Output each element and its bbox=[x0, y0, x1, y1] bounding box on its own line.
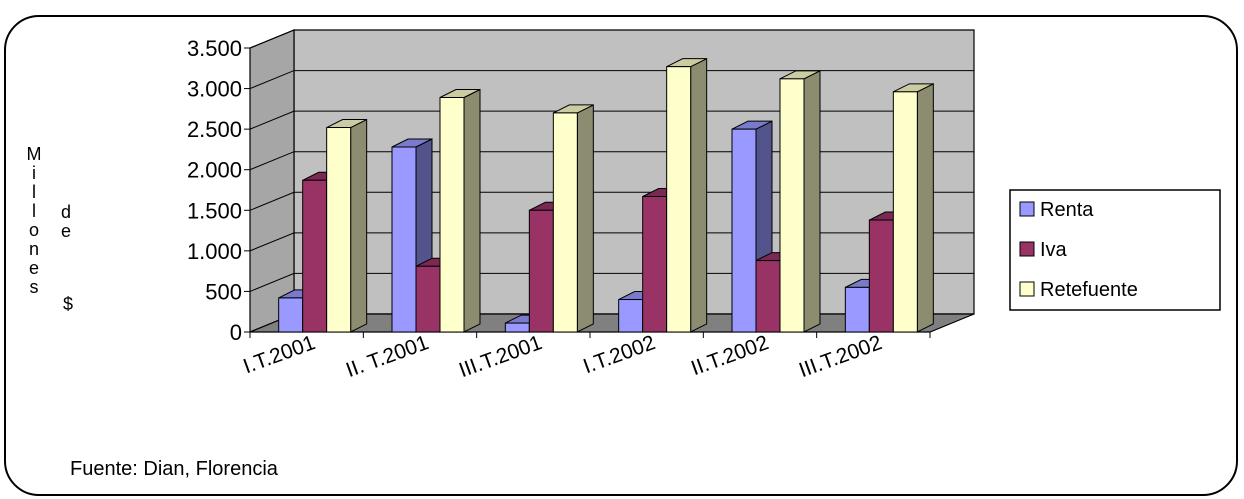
bar-side-face bbox=[463, 88, 481, 333]
bar-front-face bbox=[618, 299, 644, 333]
bar-front-face bbox=[642, 195, 668, 333]
bar-front-face bbox=[755, 260, 781, 333]
bar-side-face bbox=[916, 83, 934, 333]
y-tick-label: 3.500 bbox=[187, 36, 242, 61]
side-wall bbox=[249, 29, 295, 333]
y-tick-label: 1.500 bbox=[187, 198, 242, 223]
y-tick-label: 2.500 bbox=[187, 117, 242, 142]
bar-side-face bbox=[803, 70, 821, 333]
legend-box bbox=[1009, 189, 1221, 311]
legend-swatch-renta bbox=[1019, 201, 1035, 217]
bar-series-group bbox=[278, 57, 934, 333]
source-note: Fuente: Dian, Florencia bbox=[70, 458, 279, 480]
legend-label-iva: Iva bbox=[1040, 239, 1068, 261]
bar-front-face bbox=[504, 322, 530, 333]
y-tick-label: 3.000 bbox=[187, 77, 242, 102]
bar-front-face bbox=[278, 297, 304, 333]
bar-side-face bbox=[576, 104, 594, 333]
bar-front-face bbox=[868, 219, 894, 333]
y-tick-label: 2.000 bbox=[187, 158, 242, 183]
bar-retefuente-5 bbox=[779, 70, 821, 333]
bar-front-face bbox=[528, 209, 554, 333]
bar-front-face bbox=[302, 179, 328, 333]
bar-front-face bbox=[439, 96, 465, 333]
bar-side-face bbox=[690, 57, 708, 333]
y-axis-ticks: 0 500 1.000 1.500 2.000 2.500 3.000 3.500 bbox=[187, 36, 250, 345]
bar-front-face bbox=[779, 78, 805, 333]
bar-retefuente-1 bbox=[326, 118, 368, 333]
bar-front-face bbox=[552, 112, 578, 333]
legend-label-renta: Renta bbox=[1040, 199, 1094, 221]
bar-front-face bbox=[731, 128, 757, 333]
legend-swatch-retefuente bbox=[1019, 281, 1035, 297]
bar-retefuente-4 bbox=[666, 57, 708, 333]
gridline bbox=[249, 29, 974, 49]
gridline bbox=[249, 70, 974, 90]
bar-side-face bbox=[350, 118, 368, 333]
y-axis-label-word: $ bbox=[63, 294, 73, 314]
bar-front-face bbox=[666, 66, 692, 333]
y-tick-label: 0 bbox=[230, 320, 242, 345]
bar-front-face bbox=[415, 265, 441, 333]
bar-retefuente-2 bbox=[439, 88, 481, 333]
y-tick-label: 500 bbox=[205, 279, 242, 304]
bar-front-face bbox=[326, 127, 352, 333]
bar-front-face bbox=[892, 91, 918, 333]
bar-front-face bbox=[844, 286, 870, 333]
gridline bbox=[249, 110, 974, 130]
bar-retefuente-3 bbox=[552, 104, 594, 333]
bar-front-face bbox=[391, 146, 417, 333]
bar-retefuente-6 bbox=[892, 83, 934, 333]
y-tick-label: 1.000 bbox=[187, 239, 242, 264]
legend-swatch-iva bbox=[1019, 241, 1035, 257]
legend-label-retefuente: Retefuente bbox=[1040, 279, 1138, 301]
legend: Renta Iva Retefuente bbox=[1009, 189, 1221, 311]
